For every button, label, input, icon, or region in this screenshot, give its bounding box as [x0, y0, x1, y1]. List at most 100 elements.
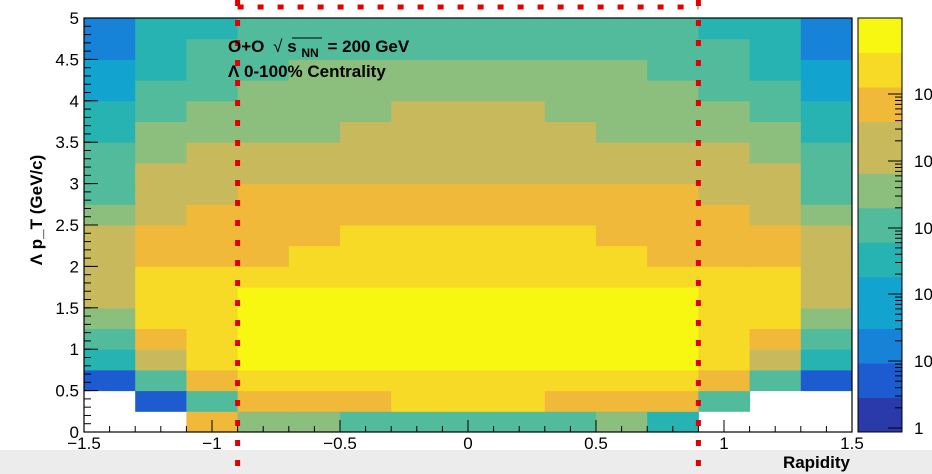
colorbar-segment — [858, 121, 902, 140]
heatmap-cell — [596, 287, 648, 309]
heatmap-cell — [544, 162, 597, 185]
colorbar-segment — [858, 18, 902, 36]
heatmap-cell — [288, 18, 341, 40]
heatmap-cell — [544, 121, 597, 143]
heatmap-cell — [237, 38, 290, 60]
heatmap-cell — [186, 287, 239, 309]
heatmap-cell — [84, 162, 136, 185]
heatmap-cell — [135, 100, 187, 122]
heatmap-cell — [493, 100, 546, 122]
heatmap-cell — [84, 245, 136, 267]
heatmap-cell — [340, 100, 392, 122]
heatmap-cell — [544, 307, 597, 329]
heatmap-cell — [698, 287, 751, 309]
heatmap-cell — [186, 38, 239, 60]
heatmap-cell — [186, 307, 239, 329]
heatmap-cell — [340, 266, 392, 288]
heatmap-cell — [596, 266, 648, 288]
heatmap-cell — [647, 225, 699, 247]
heatmap-cell — [800, 59, 853, 81]
heatmap-cell — [647, 369, 699, 392]
heatmap-cell — [596, 390, 648, 412]
heatmap-cell — [493, 390, 546, 412]
colorbar-segment — [858, 363, 902, 381]
heatmap-cell — [186, 183, 239, 205]
heatmap-cell — [442, 183, 495, 205]
heatmap-cell — [698, 183, 751, 205]
heatmap-cell — [237, 121, 290, 143]
colorbar-tick-label: 10 — [914, 285, 932, 304]
heatmap-cell — [391, 328, 443, 350]
heatmap-cell — [288, 287, 341, 309]
heatmap-cell — [493, 245, 546, 267]
heatmap-cell — [493, 183, 546, 205]
heatmap-cell — [493, 121, 546, 143]
heatmap-cell — [340, 349, 392, 371]
colorbar-segment — [858, 35, 902, 53]
heatmap-cell — [698, 80, 751, 102]
heatmap-cell — [596, 162, 648, 185]
heatmap-cell — [186, 18, 239, 40]
heatmap-cell — [647, 204, 699, 226]
y-tick-label: 2 — [70, 257, 79, 276]
y-axis: 0 0.5 1 1.5 2 2.5 3 3.5 4 4.5 5 — [55, 9, 98, 442]
heatmap-cell — [442, 38, 495, 60]
heatmap-cell — [749, 266, 802, 288]
heatmap-cell — [749, 59, 802, 81]
heatmap-cell — [698, 225, 751, 247]
heatmap-cell — [186, 328, 239, 350]
heatmap-cell — [442, 204, 495, 226]
heatmap-cell — [800, 225, 853, 247]
heatmap-cell — [340, 204, 392, 226]
heatmap-cell — [186, 121, 239, 143]
heatmap-cell — [288, 80, 341, 102]
heatmap-cell — [237, 162, 290, 185]
heatmap-cell — [596, 38, 648, 60]
heatmap-cell — [596, 18, 648, 40]
heatmap-cell — [647, 266, 699, 288]
heatmap-cell — [391, 287, 443, 309]
heatmap-cell — [800, 142, 853, 164]
heatmap-cell — [135, 390, 187, 412]
heatmap-cell — [442, 349, 495, 371]
colorbar-segment — [858, 345, 902, 364]
heatmap-cell — [288, 390, 341, 412]
heatmap-cell — [288, 349, 341, 371]
heatmap-cell — [647, 18, 699, 40]
heatmap-cell — [84, 328, 136, 350]
heatmap-cell — [493, 38, 546, 60]
heatmap-cell — [647, 38, 699, 60]
heatmap-cell — [237, 307, 290, 329]
heatmap-cell — [493, 204, 546, 226]
heatmap-cell — [596, 245, 648, 267]
heatmap-cell — [493, 59, 546, 81]
heatmap-cell — [84, 121, 136, 143]
y-tick-label: 0 — [70, 423, 79, 442]
heatmap-cell — [749, 183, 802, 205]
y-tick-label: 1.5 — [55, 299, 79, 318]
heatmap-cell — [288, 183, 341, 205]
colorbar-segment — [858, 380, 902, 398]
heatmap-cell — [135, 80, 187, 102]
heatmap-cell — [544, 204, 597, 226]
heatmap-cell — [237, 59, 290, 81]
heatmap-cell — [237, 142, 290, 164]
heatmap-cell — [237, 390, 290, 412]
heatmap-cell — [391, 369, 443, 392]
heatmap-cell — [288, 245, 341, 267]
heatmap-cell — [544, 266, 597, 288]
heatmap-cell — [186, 245, 239, 267]
heatmap-cell — [800, 204, 853, 226]
heatmap-cell — [84, 100, 136, 122]
x-tick-label: −1.5 — [67, 434, 101, 453]
heatmap-cell — [237, 369, 290, 392]
heatmap-cell — [237, 204, 290, 226]
heatmap-cell — [391, 38, 443, 60]
heatmap-cell — [596, 204, 648, 226]
heatmap-cell — [237, 411, 290, 433]
heatmap-cell — [698, 266, 751, 288]
heatmap-cell — [698, 328, 751, 350]
heatmap-cell — [135, 225, 187, 247]
heatmap-cell — [544, 369, 597, 392]
heatmap-cell — [596, 411, 648, 433]
